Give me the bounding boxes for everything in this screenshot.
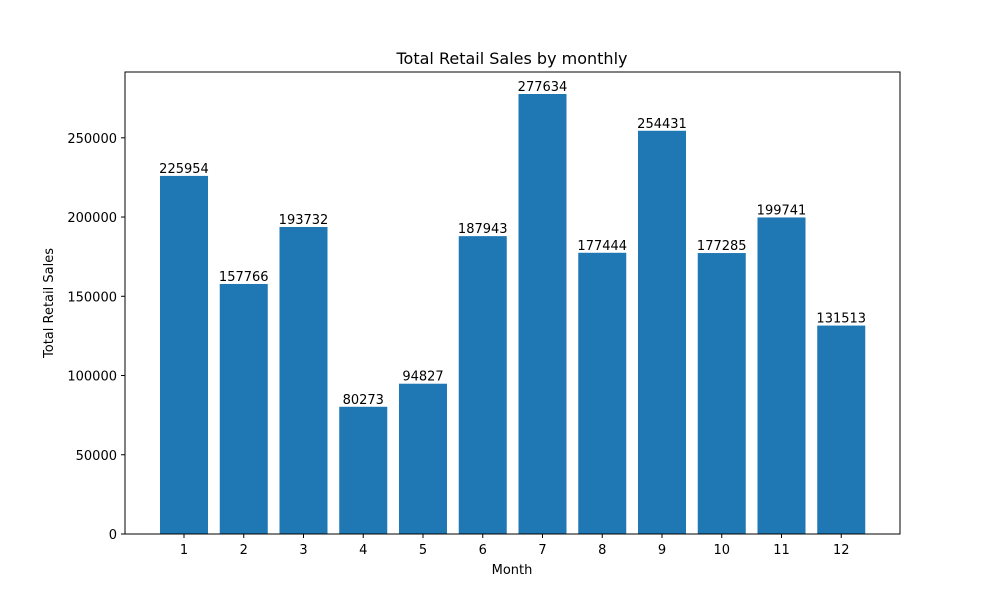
bar-month-1	[160, 175, 208, 534]
bars-layer	[160, 94, 866, 535]
y-tick-label: 150000	[67, 290, 117, 305]
y-axis-ticks: 0 50000 100000 150000 200000 250000	[67, 132, 125, 543]
x-tick-label: 3	[299, 543, 307, 558]
data-labels-layer: 225954 157766 193732 80273 94827 187943 277634…	[159, 80, 866, 408]
data-label-month-3: 193732	[279, 213, 329, 228]
x-tick-label: 1	[180, 543, 188, 558]
x-tick-label: 8	[598, 543, 606, 558]
bar-month-10	[697, 253, 746, 535]
bar-month-5	[399, 383, 447, 534]
plot-frame	[124, 71, 901, 535]
x-tick-label: 4	[359, 543, 367, 558]
bar-month-11	[757, 217, 806, 534]
y-tick-label: 100000	[67, 370, 117, 385]
data-label-month-1: 225954	[159, 162, 209, 177]
bar-month-12	[817, 325, 866, 534]
data-label-month-8: 177444	[577, 239, 627, 254]
data-label-month-2: 157766	[219, 270, 269, 285]
y-tick-label: 200000	[67, 211, 117, 226]
bar-month-4	[339, 406, 388, 534]
x-tick-label: 2	[240, 543, 248, 558]
data-label-month-12: 131513	[816, 312, 866, 327]
bar-month-8	[578, 252, 627, 534]
data-label-month-5: 94827	[402, 370, 443, 385]
data-label-month-7: 277634	[518, 80, 568, 95]
x-tick-label: 10	[713, 543, 730, 558]
y-tick-label: 0	[109, 528, 117, 543]
y-tick-label: 50000	[76, 449, 117, 464]
data-label-month-11: 199741	[757, 203, 807, 218]
data-label-month-4: 80273	[343, 393, 384, 408]
x-tick-label: 5	[419, 543, 427, 558]
x-tick-label: 9	[658, 543, 666, 558]
bar-month-9	[638, 130, 686, 534]
y-axis-label: Total Retail Sales	[42, 248, 57, 359]
bar-month-6	[458, 236, 507, 534]
x-tick-label: 12	[833, 543, 850, 558]
x-axis-ticks: 1 2 3 4 5 6 7 8 9 10 11 12	[180, 534, 850, 558]
x-axis-label: Month	[492, 563, 533, 578]
data-label-month-6: 187943	[458, 222, 508, 237]
data-label-month-9: 254431	[637, 117, 687, 132]
x-tick-label: 6	[479, 543, 487, 558]
bar-month-7	[518, 94, 567, 534]
y-tick-label: 250000	[67, 132, 117, 147]
bar-month-2	[219, 283, 268, 534]
x-tick-label: 7	[538, 543, 546, 558]
data-label-month-10: 177285	[697, 239, 747, 254]
bar-month-3	[279, 226, 328, 534]
x-tick-label: 11	[773, 543, 790, 558]
chart-title: Total Retail Sales by monthly	[396, 49, 628, 68]
